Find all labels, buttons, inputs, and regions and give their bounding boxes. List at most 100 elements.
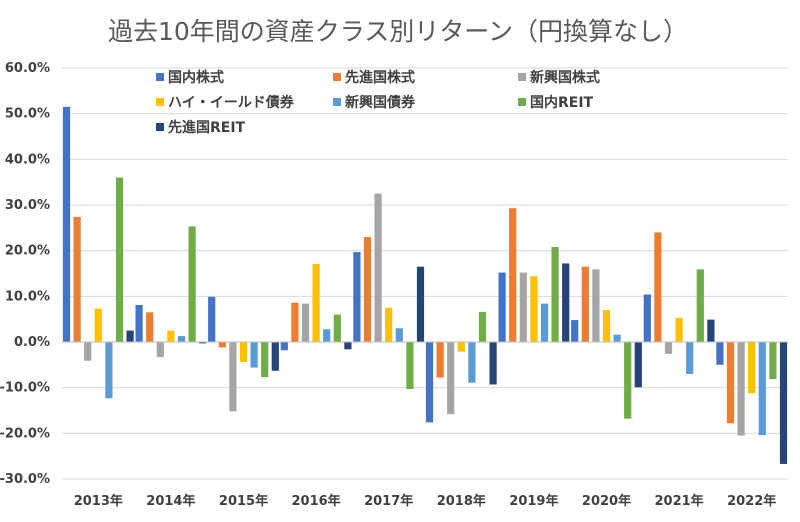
legend-label: 国内REIT — [530, 94, 594, 111]
bar — [167, 330, 175, 342]
bar — [406, 342, 414, 390]
legend-label: 新興国株式 — [530, 69, 600, 86]
legend-swatch — [333, 98, 341, 106]
y-tick-label: 0.0% — [14, 335, 50, 350]
bar — [353, 252, 361, 342]
bar — [769, 342, 777, 379]
legend-label: 国内株式 — [168, 69, 224, 86]
bar — [581, 266, 589, 342]
bar — [748, 342, 756, 394]
bar — [229, 342, 237, 412]
y-tick-label: 20.0% — [5, 244, 50, 259]
bar — [737, 342, 745, 436]
bar — [624, 342, 632, 419]
bar — [156, 342, 164, 358]
bar — [489, 342, 497, 385]
bar — [218, 342, 226, 348]
bar — [509, 208, 517, 342]
bar — [105, 342, 113, 399]
legend-label: 新興国債券 — [345, 94, 416, 111]
bar — [291, 302, 299, 342]
bar — [562, 263, 570, 342]
bar — [261, 342, 269, 378]
x-tick-label: 2021年 — [655, 493, 704, 509]
bar — [239, 342, 248, 363]
legend-swatch — [518, 73, 526, 81]
bar — [84, 342, 92, 361]
bar — [530, 276, 538, 342]
bar — [726, 342, 735, 424]
x-tick-label: 2014年 — [146, 493, 195, 509]
y-tick-label: 30.0% — [5, 198, 50, 213]
x-tick-label: 2020年 — [582, 493, 631, 509]
x-tick-label: 2019年 — [509, 493, 558, 509]
bar — [519, 272, 527, 342]
bar — [416, 266, 425, 342]
bar — [135, 305, 143, 342]
bar — [363, 236, 372, 342]
bar — [94, 308, 102, 342]
bar — [592, 269, 600, 342]
bar — [664, 342, 673, 354]
bar — [498, 272, 506, 342]
bar — [758, 342, 766, 436]
bar — [280, 342, 288, 351]
y-tick-label: 10.0% — [5, 289, 50, 304]
bar — [686, 342, 694, 374]
x-tick-label: 2022年 — [727, 493, 776, 509]
legend-label: ハイ・イールド債券 — [168, 94, 295, 111]
bar — [146, 312, 154, 342]
bar — [344, 342, 352, 350]
y-tick-label: -30.0% — [0, 472, 50, 487]
legend-swatch — [156, 73, 164, 81]
bar — [716, 342, 724, 365]
y-tick-label: -10.0% — [0, 381, 50, 396]
y-tick-label: 40.0% — [5, 152, 50, 167]
bar — [333, 314, 341, 342]
legend-label: 先進国REIT — [168, 119, 246, 136]
y-tick-label: 50.0% — [5, 107, 50, 122]
bar — [540, 303, 549, 342]
bar — [551, 247, 559, 342]
bar — [208, 296, 216, 342]
bar — [457, 342, 465, 352]
bar — [654, 232, 662, 342]
y-tick-label: 60.0% — [5, 61, 50, 76]
bar — [188, 226, 196, 342]
bar — [602, 310, 611, 342]
bar — [323, 329, 331, 342]
bar — [436, 342, 444, 378]
bar — [478, 311, 487, 342]
bars — [62, 106, 788, 464]
bar — [675, 317, 683, 342]
bar — [126, 330, 134, 342]
legend-swatch — [156, 98, 164, 106]
x-tick-label: 2015年 — [219, 493, 268, 509]
x-tick-label: 2016年 — [292, 493, 341, 509]
legend-swatch — [518, 98, 526, 106]
bar — [385, 307, 393, 342]
bar — [571, 320, 579, 342]
x-axis-ticks: 2013年 2014年 2015年 2016年 2017年 2018年 2019年 2020年… — [74, 493, 777, 509]
bar — [634, 342, 642, 388]
bar — [62, 106, 71, 342]
x-tick-label: 2013年 — [74, 493, 123, 509]
bar — [613, 334, 621, 342]
bar — [696, 269, 704, 342]
bar — [643, 294, 651, 342]
bar — [425, 342, 434, 423]
y-axis-ticks: -30.0% -20.0% -10.0% 0.0% 10.0% 20.0% 30.0% 40.… — [0, 61, 50, 487]
bar — [250, 342, 258, 368]
bar — [395, 328, 403, 342]
bar — [779, 342, 788, 464]
gridlines — [62, 67, 788, 480]
legend-swatch — [156, 123, 164, 131]
x-tick-label: 2018年 — [437, 493, 486, 509]
x-tick-label: 2017年 — [364, 493, 413, 509]
bar — [115, 177, 124, 342]
chart-title: 過去10年間の資産クラス別リターン（円換算なし） — [108, 17, 688, 46]
bar — [374, 193, 382, 342]
bar — [199, 342, 207, 344]
